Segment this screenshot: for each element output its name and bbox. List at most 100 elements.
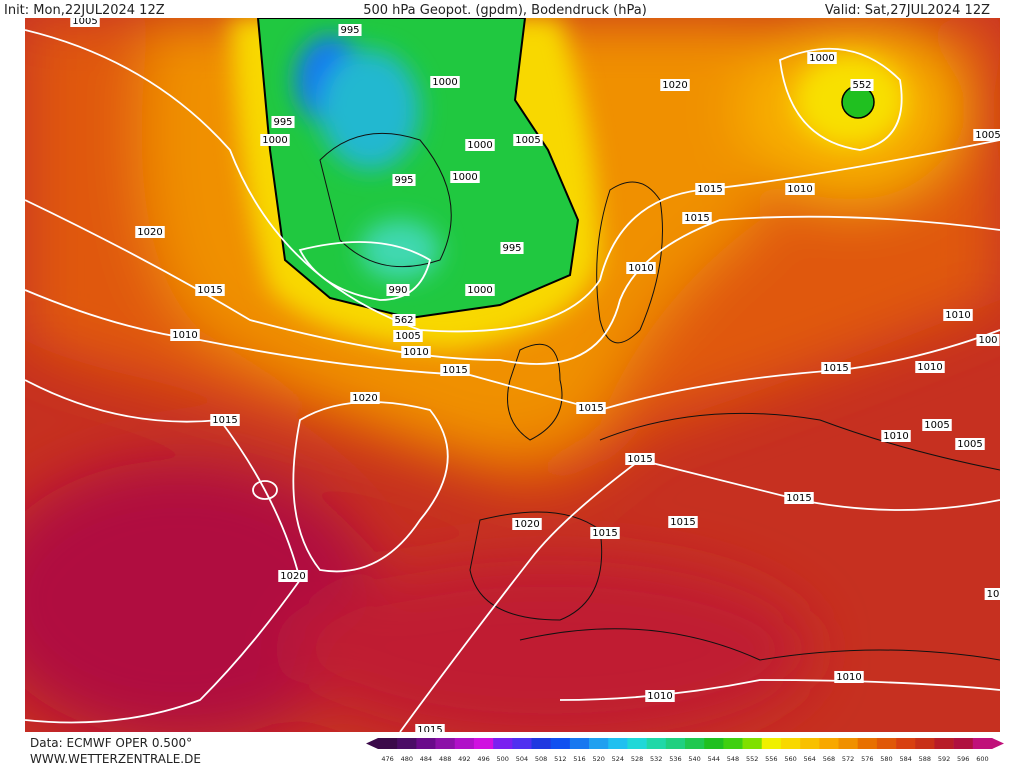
contour-label: 1010 xyxy=(626,262,656,274)
scale-cell xyxy=(819,738,839,749)
contour-label: 1015 xyxy=(590,527,620,539)
contour-label: 995 xyxy=(338,24,362,36)
label-box xyxy=(626,262,656,274)
contour-label: 1010 xyxy=(943,309,973,321)
label-box xyxy=(695,183,725,195)
label-text: 1005 xyxy=(924,420,949,431)
contour-label: 1015 xyxy=(821,362,851,374)
contour-label: 1005 xyxy=(70,16,100,27)
label-box xyxy=(260,134,290,146)
label-box xyxy=(465,284,495,296)
contour-label: 1020 xyxy=(660,79,690,91)
scale-label: 528 xyxy=(631,755,643,763)
label-box xyxy=(210,414,240,426)
scale-label: 596 xyxy=(957,755,969,763)
label-box xyxy=(784,492,814,504)
contour-label: 1010 xyxy=(401,346,431,358)
map-title: 500 hPa Geopot. (gpdm), Bodendruck (hPa) xyxy=(363,3,647,18)
label-box xyxy=(386,284,410,296)
contour-label: 995 xyxy=(392,174,416,186)
label-text: 562 xyxy=(394,315,413,326)
isobar xyxy=(779,47,903,151)
label-text: 1015 xyxy=(684,213,709,224)
scale-label: 488 xyxy=(439,755,451,763)
scale-cell xyxy=(473,738,494,749)
label-box xyxy=(415,724,445,732)
label-text: 1020 xyxy=(662,80,687,91)
contour-label: 10 xyxy=(984,588,1000,600)
label-box xyxy=(955,438,985,450)
label-text: 1015 xyxy=(578,403,603,414)
contour-label: 1005 xyxy=(393,330,423,342)
label-text: 1015 xyxy=(212,415,237,426)
contour-label: 1010 xyxy=(170,329,200,341)
scale-label: 508 xyxy=(535,755,547,763)
contour-label: 1010 xyxy=(834,671,864,683)
label-text: 1005 xyxy=(72,16,97,27)
label-text: 1015 xyxy=(627,454,652,465)
contour-label: 1000 xyxy=(465,284,495,296)
scale-cell xyxy=(454,738,475,749)
contour-label: 1000 xyxy=(260,134,290,146)
label-box xyxy=(500,242,524,254)
contour-label: 1010 xyxy=(881,430,911,442)
scale-cell xyxy=(972,738,993,749)
contour-label: 1015 xyxy=(695,183,725,195)
contour-label: 1015 xyxy=(668,516,698,528)
scale-cell xyxy=(493,738,513,749)
label-text: 10 xyxy=(987,589,1000,600)
label-box xyxy=(645,690,675,702)
scale-label: 544 xyxy=(708,755,720,763)
isobar xyxy=(298,241,432,301)
label-box xyxy=(401,346,431,358)
scale-cell xyxy=(723,738,743,749)
contour-label: 1015 xyxy=(625,453,655,465)
isobar xyxy=(25,199,1000,365)
label-text: 1005 xyxy=(957,439,982,450)
isobar xyxy=(25,29,1000,333)
label-box xyxy=(430,76,460,88)
label-text: 1000 xyxy=(809,53,834,64)
label-text: 995 xyxy=(502,243,521,254)
label-box xyxy=(170,329,200,341)
label-text: 1020 xyxy=(280,571,305,582)
label-text: 1010 xyxy=(836,672,861,683)
contour-label: 1020 xyxy=(350,392,380,404)
contour-label: 1005 xyxy=(922,419,952,431)
scale-cell xyxy=(397,738,417,749)
coast xyxy=(469,511,603,621)
scale-cell xyxy=(608,738,628,749)
field-blob xyxy=(25,460,380,732)
label-text: 1010 xyxy=(917,362,942,373)
scale-label: 584 xyxy=(899,755,911,763)
scale-cell xyxy=(589,738,609,749)
label-box xyxy=(821,362,851,374)
scale-cell xyxy=(416,738,436,749)
label-text: 1015 xyxy=(670,517,695,528)
scale-cell xyxy=(665,738,686,749)
scale-label: 564 xyxy=(804,755,816,763)
field-blob xyxy=(290,560,810,732)
scale-label: 480 xyxy=(401,755,413,763)
label-text: 1010 xyxy=(403,347,428,358)
data-source: Data: ECMWF OPER 0.500° xyxy=(30,736,192,750)
label-text: 1000 xyxy=(262,135,287,146)
label-box xyxy=(195,284,225,296)
label-text: 995 xyxy=(273,117,292,128)
label-text: 1010 xyxy=(787,184,812,195)
scale-label: 560 xyxy=(784,755,796,763)
label-text: 1010 xyxy=(628,263,653,274)
contour-label: 1000 xyxy=(450,171,480,183)
scale-cell xyxy=(378,738,398,749)
contour-label: 562 xyxy=(392,314,416,326)
contour-label: 1010 xyxy=(785,183,815,195)
label-box xyxy=(392,174,416,186)
scale-cell xyxy=(435,738,456,749)
label-box xyxy=(807,52,837,64)
label-box xyxy=(850,79,874,91)
contour-label: 1020 xyxy=(512,518,542,530)
trough-shading xyxy=(295,35,440,280)
label-text: 1015 xyxy=(417,725,442,736)
label-text: 1005 xyxy=(395,331,420,342)
